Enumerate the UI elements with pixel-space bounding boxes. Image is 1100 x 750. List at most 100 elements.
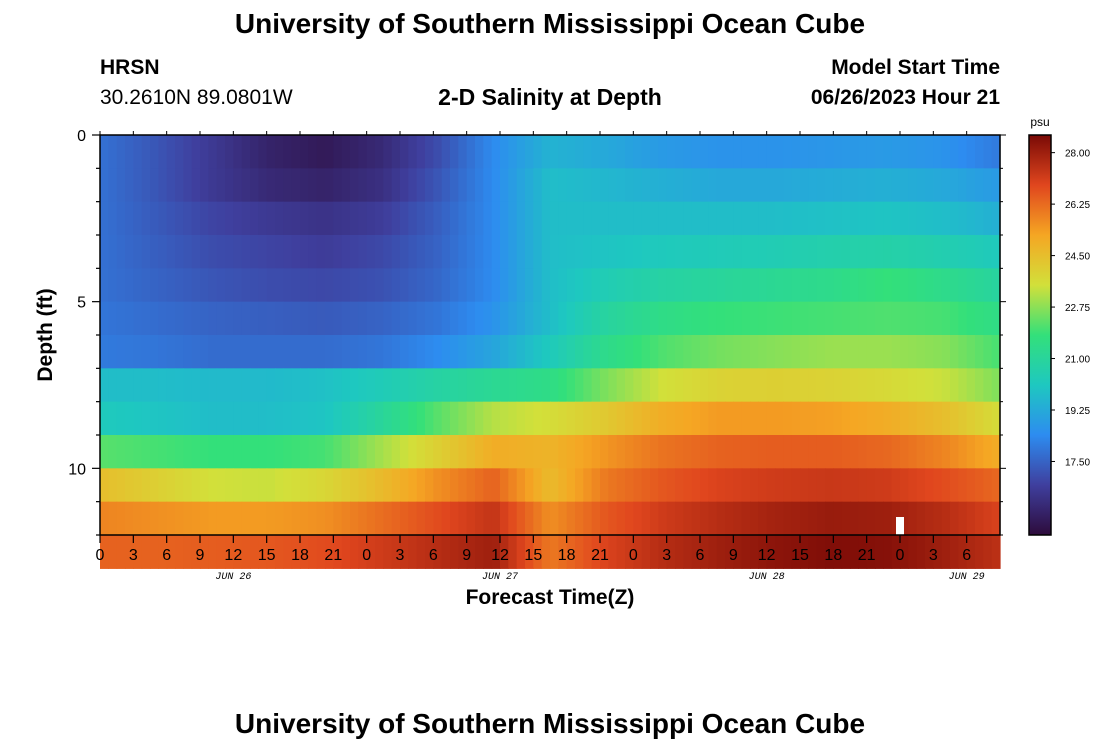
heatmap-cell — [791, 401, 801, 436]
heatmap-cell — [791, 535, 801, 569]
heatmap-cell — [933, 368, 943, 403]
heatmap-cell — [683, 468, 693, 503]
heatmap-cell — [141, 501, 151, 536]
heatmap-cell — [208, 401, 218, 436]
heatmap-cell — [416, 235, 426, 269]
heatmap-cell — [125, 301, 134, 336]
heatmap-cell — [883, 201, 893, 236]
heatmap-cell — [883, 468, 893, 503]
heatmap-cell — [775, 235, 784, 269]
heatmap-cell — [616, 201, 626, 236]
heatmap-cell — [300, 201, 309, 236]
heatmap-cell — [483, 335, 493, 369]
x-tick-label: 3 — [396, 547, 405, 564]
heatmap-cell — [475, 301, 484, 336]
heatmap-cell — [141, 168, 151, 203]
heatmap-cell — [700, 201, 709, 236]
heatmap-cell — [300, 501, 309, 536]
heatmap-cell — [600, 268, 609, 303]
heatmap-cell — [208, 435, 218, 469]
heatmap-cell — [325, 235, 334, 269]
heatmap-cell — [291, 535, 301, 569]
heatmap-cell — [200, 435, 209, 469]
heatmap-cell — [383, 201, 393, 236]
heatmap-cell — [766, 501, 776, 536]
heatmap-cell — [700, 368, 709, 403]
heatmap-cell — [608, 201, 618, 236]
heatmap-cell — [800, 135, 809, 169]
heatmap-cell — [883, 168, 893, 203]
heatmap-cell — [250, 201, 259, 236]
heatmap-cell — [583, 268, 593, 303]
x-tick-label: 9 — [729, 547, 738, 564]
heatmap-cell — [175, 335, 184, 369]
heatmap-cell — [433, 168, 443, 203]
heatmap-cell — [266, 335, 276, 369]
heatmap-cell — [441, 501, 451, 536]
heatmap-cell — [441, 401, 451, 436]
heatmap-cell — [933, 168, 943, 203]
heatmap-cell — [350, 401, 359, 436]
heatmap-cell — [333, 368, 343, 403]
heatmap-cell — [283, 201, 293, 236]
heatmap-cell — [891, 368, 901, 403]
heatmap-cell — [391, 368, 401, 403]
heatmap-cell — [733, 268, 743, 303]
heatmap-cell — [958, 135, 968, 169]
heatmap-cell — [633, 468, 643, 503]
heatmap-cell — [675, 301, 684, 336]
heatmap-cell — [566, 301, 576, 336]
heatmap-cell — [825, 368, 834, 403]
heatmap-cell — [208, 368, 218, 403]
heatmap-cell — [825, 235, 834, 269]
heatmap-cell — [891, 135, 901, 169]
y-tick-label: 10 — [68, 461, 86, 478]
heatmap-cell — [350, 135, 359, 169]
heatmap-cell — [766, 301, 776, 336]
heatmap-cell — [383, 435, 393, 469]
heatmap-cell — [291, 435, 301, 469]
heatmap-cell — [308, 501, 318, 536]
heatmap-cell — [191, 335, 201, 369]
heatmap-cell — [425, 335, 434, 369]
heatmap-cell — [991, 368, 1001, 403]
heatmap-cell — [466, 435, 476, 469]
heatmap-cell — [933, 435, 943, 469]
heatmap-cell — [508, 468, 518, 503]
heatmap-cell — [658, 201, 668, 236]
heatmap-cell — [375, 501, 384, 536]
heatmap-cell — [491, 468, 501, 503]
heatmap-cell — [591, 435, 601, 469]
heatmap-cell — [858, 268, 868, 303]
heatmap-cell — [375, 468, 384, 503]
heatmap-cell — [375, 435, 384, 469]
x-axis: 0 3 6 9 12 15 18 21 0 3 6 9 12 15 18 21 0 3 6 9 12 15 18 21 0 3 6 J… — [96, 131, 985, 583]
heatmap-cell — [950, 301, 959, 336]
heatmap-cell — [875, 168, 884, 203]
heatmap-cell — [358, 535, 368, 569]
heatmap-cell — [991, 468, 1001, 503]
heatmap-cell — [458, 368, 468, 403]
heatmap-cell — [758, 501, 768, 536]
heatmap-cell — [650, 501, 659, 536]
heatmap-cell — [983, 401, 993, 436]
heatmap-cell — [750, 301, 759, 336]
heatmap-cell — [791, 368, 801, 403]
heatmap-cell — [191, 201, 201, 236]
heatmap-cell — [616, 368, 626, 403]
heatmap-cell — [175, 201, 184, 236]
heatmap-cell — [100, 168, 109, 203]
heatmap-cell — [958, 301, 968, 336]
heatmap-cell — [758, 468, 768, 503]
heatmap-cell — [691, 468, 701, 503]
heatmap-cell — [791, 268, 801, 303]
heatmap-cell — [500, 435, 509, 469]
heatmap-cell — [858, 201, 868, 236]
heatmap-cell — [483, 168, 493, 203]
heatmap-cell — [216, 401, 226, 436]
heatmap-cell — [450, 301, 459, 336]
heatmap-cell — [625, 535, 634, 569]
heatmap-cell — [291, 335, 301, 369]
heatmap-cell — [791, 468, 801, 503]
heatmap-cell — [275, 235, 284, 269]
